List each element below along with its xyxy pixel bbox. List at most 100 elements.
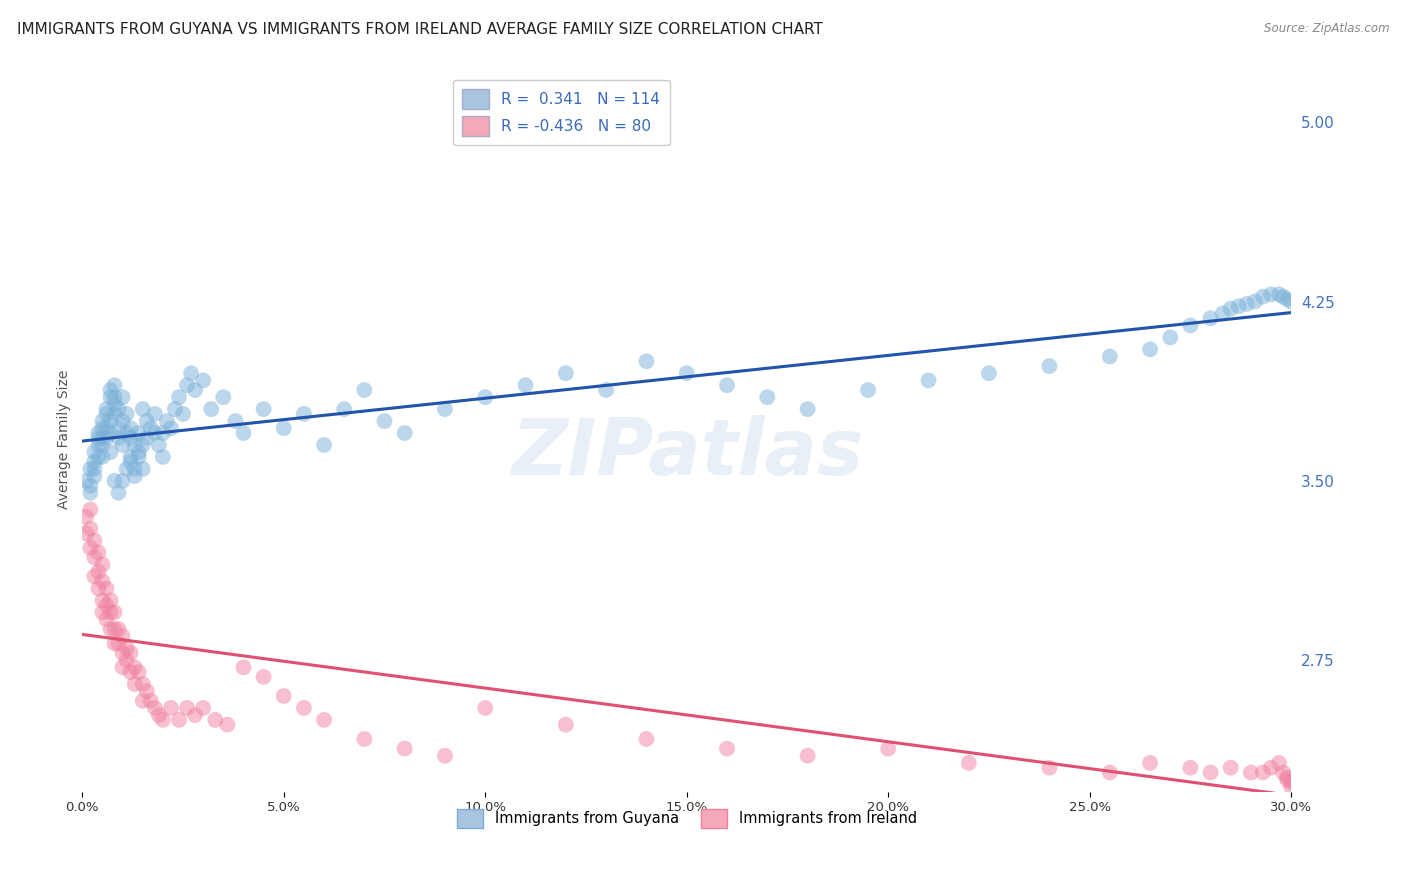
Point [132,402,155,417]
Point [87,431,110,445]
Point [96,598,118,612]
Point [636,731,658,746]
Point [1180,761,1202,775]
Point [1275,772,1298,787]
Point [100,425,122,440]
Point [1236,297,1258,311]
Point [273,689,295,703]
Point [103,378,125,392]
Point [79,485,101,500]
Point [87,565,110,579]
Point [103,636,125,650]
Point [103,622,125,636]
Point [115,407,138,421]
Point [111,438,134,452]
Point [100,383,122,397]
Point [1251,765,1274,780]
Point [152,425,174,440]
Point [1272,765,1295,780]
Point [156,414,179,428]
Point [193,373,215,387]
Point [474,701,496,715]
Point [716,378,738,392]
Point [1268,756,1291,770]
Point [83,550,105,565]
Point [163,402,186,417]
Point [120,421,142,435]
Point [132,677,155,691]
Point [132,694,155,708]
Point [796,402,818,417]
Point [96,421,118,435]
Point [91,574,114,589]
Point [135,414,157,428]
Point [1199,765,1222,780]
Point [353,731,375,746]
Point [83,445,105,459]
Point [184,708,207,723]
Point [184,383,207,397]
Point [143,425,166,440]
Point [120,450,142,464]
Point [100,414,122,428]
Point [1268,287,1291,301]
Point [167,713,190,727]
Point [107,431,129,445]
Point [120,431,142,445]
Point [83,569,105,583]
Point [139,421,162,435]
Point [554,366,576,380]
Point [167,390,190,404]
Point [1260,287,1282,301]
Point [128,450,150,464]
Point [87,450,110,464]
Point [103,605,125,619]
Point [176,701,198,715]
Point [135,431,157,445]
Point [128,445,150,459]
Point [107,402,129,417]
Point [1260,761,1282,775]
Point [977,366,1000,380]
Point [292,701,315,715]
Point [96,402,118,417]
Point [217,717,239,731]
Point [124,677,146,691]
Point [1038,359,1060,373]
Point [107,421,129,435]
Point [87,425,110,440]
Point [103,390,125,404]
Text: Source: ZipAtlas.com: Source: ZipAtlas.com [1264,22,1389,36]
Point [111,414,134,428]
Point [756,390,779,404]
Point [96,431,118,445]
Point [1098,765,1121,780]
Point [91,450,114,464]
Point [595,383,617,397]
Point [100,605,122,619]
Point [176,378,198,392]
Point [135,684,157,698]
Point [148,438,170,452]
Point [675,366,697,380]
Point [856,383,879,397]
Point [312,438,335,452]
Point [128,425,150,440]
Point [79,522,101,536]
Point [433,748,456,763]
Point [433,402,456,417]
Point [333,402,356,417]
Point [115,425,138,440]
Point [143,701,166,715]
Point [716,741,738,756]
Point [373,414,395,428]
Point [273,421,295,435]
Point [139,694,162,708]
Point [103,474,125,488]
Point [91,605,114,619]
Y-axis label: Average Family Size: Average Family Size [58,369,72,508]
Point [796,748,818,763]
Point [1139,756,1161,770]
Point [353,383,375,397]
Point [79,502,101,516]
